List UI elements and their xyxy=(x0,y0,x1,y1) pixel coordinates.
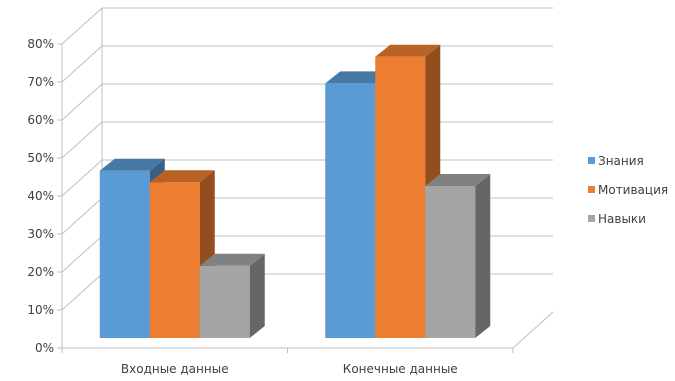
bar-top xyxy=(375,44,441,57)
bar-front xyxy=(425,186,476,338)
legend-swatch xyxy=(588,186,595,193)
bar-top xyxy=(99,158,165,171)
gridline-side xyxy=(61,235,103,273)
bar-front xyxy=(149,182,200,338)
bar-front xyxy=(325,83,376,339)
bar xyxy=(199,253,265,338)
bar-top xyxy=(149,170,215,183)
legend-swatch xyxy=(588,215,595,222)
y-tick-label: 20% xyxy=(27,265,54,279)
y-axis-ticks: 0% 10% 20% 30% 40% 50% 60% 70% 80% xyxy=(27,37,62,355)
bar-top xyxy=(199,253,265,266)
y-tick-label: 80% xyxy=(27,37,54,51)
y-tick-label: 70% xyxy=(27,75,54,89)
gridline-side xyxy=(61,45,103,83)
gridline-side xyxy=(61,7,103,45)
bar xyxy=(425,174,491,338)
legend-label: Навыки xyxy=(598,212,646,226)
bar-top xyxy=(425,174,491,186)
legend: Знания Мотивация Навыки xyxy=(588,154,668,226)
gridline-side xyxy=(61,121,103,159)
bar-front xyxy=(375,56,426,339)
legend-swatch xyxy=(588,157,595,164)
bar-side xyxy=(249,253,265,338)
y-tick-label: 60% xyxy=(27,113,54,127)
y-tick-label: 10% xyxy=(27,303,54,317)
x-category-label: Конечные данные xyxy=(343,362,458,376)
gridline-side xyxy=(61,83,103,121)
gridline-side xyxy=(61,159,103,197)
x-category-label: Входные данные xyxy=(121,362,229,376)
y-tick-label: 30% xyxy=(27,227,54,241)
bar-front xyxy=(99,170,150,338)
y-tick-label: 0% xyxy=(35,341,54,355)
y-tick-label: 50% xyxy=(27,151,54,165)
bar-side xyxy=(475,174,491,338)
legend-label: Знания xyxy=(598,154,644,168)
bar-top xyxy=(325,71,391,84)
gridline-side xyxy=(61,273,103,311)
y-tick-label: 40% xyxy=(27,189,54,203)
legend-label: Мотивация xyxy=(598,183,668,197)
bar-front xyxy=(199,265,250,338)
x-axis-categories: Входные данные Конечные данные xyxy=(61,348,514,376)
gridline-side xyxy=(61,197,103,235)
bars xyxy=(99,44,491,339)
